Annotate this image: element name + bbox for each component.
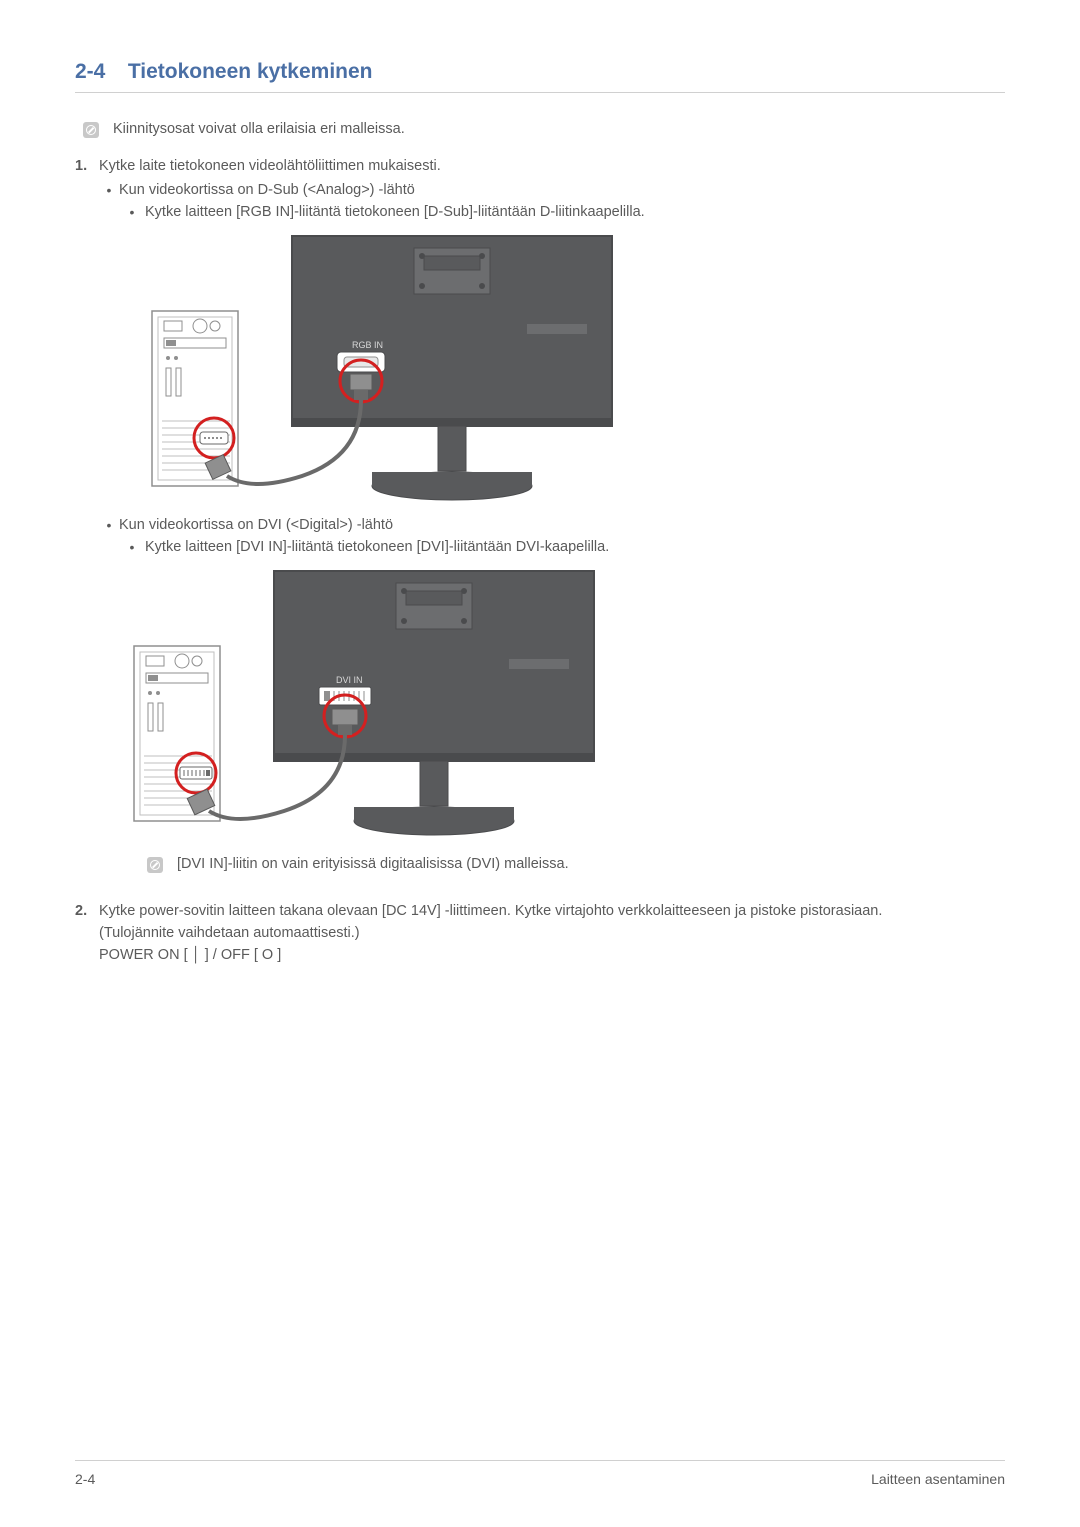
note-top-text: Kiinnitysosat voivat olla erilaisia eri … <box>113 121 405 137</box>
note-dvi: [DVI IN]-liitin on vain erityisissä digi… <box>147 856 1005 873</box>
figure-rgb: RGB IN <box>142 226 622 511</box>
step-2-line3: POWER ON [ │ ] / OFF [ O ] <box>99 947 1005 963</box>
step-1-number: 1. <box>75 158 99 889</box>
step-2-line2: (Tulojännite vaihdetaan automaattisesti.… <box>99 925 1005 941</box>
note-icon <box>147 857 163 873</box>
step-1b-sub: Kytke laitteen [DVI IN]-liitäntä tietoko… <box>119 539 609 555</box>
section-heading: 2-4 Tietokoneen kytkeminen <box>75 60 1005 93</box>
note-icon <box>83 122 99 138</box>
step-1: 1. Kytke laite tietokoneen videolähtölii… <box>75 158 1005 889</box>
step-2: 2. Kytke power-sovitin laitteen takana o… <box>75 903 1005 963</box>
heading-number: 2-4 <box>75 60 105 83</box>
figure-dvi: DVI IN <box>124 561 604 846</box>
step-1b-sub-text: Kytke laitteen [DVI IN]-liitäntä tietoko… <box>145 539 609 555</box>
steps-list: 1. Kytke laite tietokoneen videolähtölii… <box>75 158 1005 963</box>
step-1-text: Kytke laite tietokoneen videolähtöliitti… <box>99 158 441 174</box>
note-dvi-text: [DVI IN]-liitin on vain erityisissä digi… <box>177 856 569 872</box>
step-1a: Kun videokortissa on D-Sub (<Analog>) -l… <box>99 182 1005 511</box>
page-footer: 2-4 Laitteen asentaminen <box>75 1460 1005 1487</box>
step-1a-text: Kun videokortissa on D-Sub (<Analog>) -l… <box>119 182 415 198</box>
heading-title: Tietokoneen kytkeminen <box>128 60 373 83</box>
port-label-rgb: RGB IN <box>352 340 383 350</box>
step-2-line1: Kytke power-sovitin laitteen takana olev… <box>99 903 882 919</box>
footer-left: 2-4 <box>75 1471 95 1487</box>
port-label-dvi: DVI IN <box>336 675 363 685</box>
note-top: Kiinnitysosat voivat olla erilaisia eri … <box>83 121 1005 138</box>
step-1-sublist: Kun videokortissa on D-Sub (<Analog>) -l… <box>99 182 1005 846</box>
step-1b-text: Kun videokortissa on DVI (<Digital>) -lä… <box>119 517 393 533</box>
footer-right: Laitteen asentaminen <box>871 1471 1005 1487</box>
step-1a-sub: Kytke laitteen [RGB IN]-liitäntä tietoko… <box>119 204 645 220</box>
step-1a-sub-text: Kytke laitteen [RGB IN]-liitäntä tietoko… <box>145 204 645 220</box>
step-1b: Kun videokortissa on DVI (<Digital>) -lä… <box>99 517 1005 846</box>
step-2-number: 2. <box>75 903 99 963</box>
